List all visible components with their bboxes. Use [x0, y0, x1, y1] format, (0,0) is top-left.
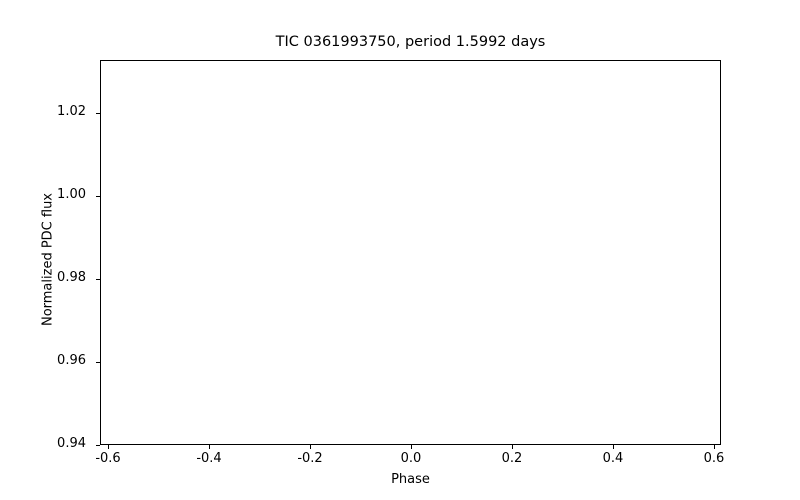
ytick-label: 1.00 [57, 187, 86, 202]
ytick-label: 0.98 [57, 270, 86, 285]
x-axis-label: Phase [391, 472, 430, 487]
xtick-label: 0.4 [602, 451, 624, 466]
ytick-mark [96, 279, 100, 280]
xtick-label: -0.4 [196, 451, 222, 466]
xtick-mark [209, 445, 210, 449]
xtick-label: 0.6 [703, 451, 725, 466]
scatter-plot-area [101, 61, 720, 444]
chart-title: TIC 0361993750, period 1.5992 days [275, 34, 546, 50]
ytick-mark [96, 113, 100, 114]
ytick-mark [96, 196, 100, 197]
xtick-mark [411, 445, 412, 449]
xtick-mark [613, 445, 614, 449]
ytick-label: 0.96 [57, 353, 86, 368]
xtick-label: -0.2 [297, 451, 323, 466]
xtick-label: 0.2 [501, 451, 523, 466]
y-axis-label: Normalized PDC flux [40, 192, 56, 327]
xtick-label: -0.6 [95, 451, 121, 466]
ytick-mark [96, 362, 100, 363]
xtick-mark [310, 445, 311, 449]
xtick-label: 0.0 [400, 451, 422, 466]
xtick-mark [714, 445, 715, 449]
ytick-mark [96, 445, 100, 446]
ytick-label: 0.94 [57, 436, 86, 451]
xtick-mark [512, 445, 513, 449]
ytick-label: 1.02 [57, 104, 86, 119]
plot-axes-frame [100, 60, 721, 445]
xtick-mark [108, 445, 109, 449]
